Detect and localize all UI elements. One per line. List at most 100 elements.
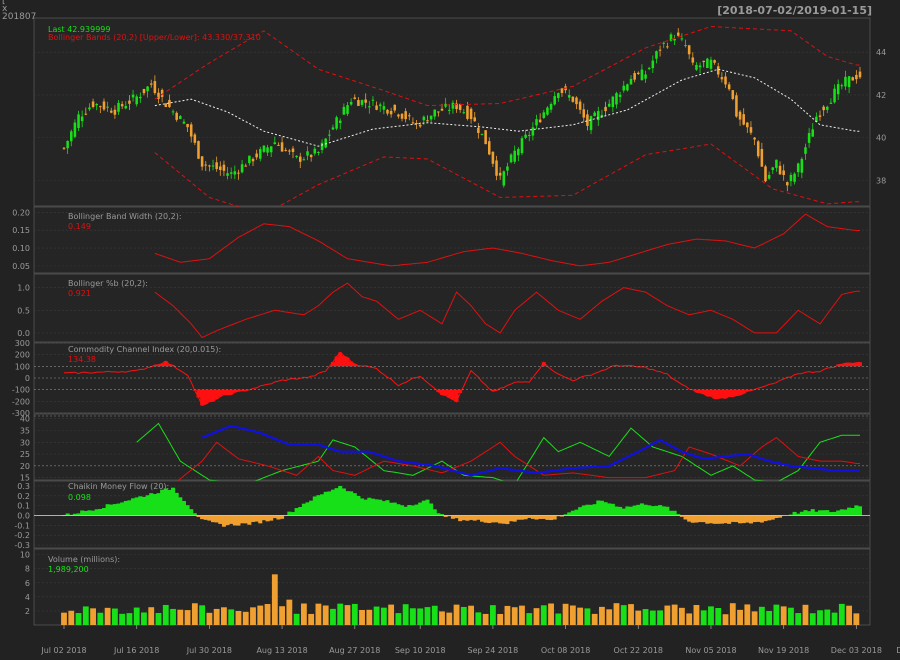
volume-bar [191, 603, 198, 625]
candle-body [815, 116, 818, 122]
volume-bar [293, 613, 300, 625]
cci-ytick-label: 100 [15, 362, 30, 371]
candle-body [640, 69, 644, 81]
volume-bar [221, 607, 227, 625]
volume-bar [453, 604, 460, 625]
candle-body [549, 104, 553, 110]
volume-bar [359, 609, 365, 625]
candle-body [193, 134, 197, 143]
candle-body [233, 171, 237, 175]
candle-body [811, 129, 815, 137]
candle-body [171, 111, 175, 113]
volume-bar [540, 605, 547, 625]
x-tick-label: Nov 19 2018 [758, 646, 809, 655]
candle-body [397, 114, 400, 117]
volume-bar [526, 613, 533, 625]
candle-body [469, 108, 473, 120]
candle-body [295, 155, 298, 158]
candle-body [368, 106, 371, 108]
volume-bar [133, 607, 140, 625]
volume-bar [104, 607, 111, 625]
candle-body [179, 116, 182, 120]
candle-body [237, 172, 240, 174]
candle-body [695, 64, 698, 70]
candle-body [77, 114, 80, 128]
cmf-ytick-label: -0.3 [14, 541, 30, 550]
volume-bar [555, 613, 562, 625]
candle-body [800, 158, 804, 173]
candle-body [706, 58, 709, 69]
volume-bar [177, 609, 184, 625]
candle-body [498, 172, 502, 176]
candle-body [88, 107, 91, 110]
candle-body [604, 106, 607, 112]
candle-body [182, 121, 186, 124]
cci-ytick-label: -100 [12, 386, 30, 395]
volume-bar [613, 603, 620, 625]
candle-body [622, 85, 626, 91]
candle-body [149, 83, 153, 85]
volume-bar [300, 603, 307, 625]
volume-bar [271, 574, 278, 625]
volume-bar [431, 605, 438, 625]
volume-bar [344, 605, 351, 625]
x-tick-label: Nov 05 2018 [685, 646, 736, 655]
bollinger-middle-line [154, 68, 860, 147]
volume-bar [213, 608, 220, 625]
pctb-panel [33, 273, 871, 343]
candle-body [153, 81, 157, 94]
candle-body [546, 107, 549, 115]
candle-body [691, 57, 695, 63]
candle-body [487, 141, 491, 155]
volume-bar [649, 610, 656, 625]
x-tick-label: Oct 08 2018 [541, 646, 590, 655]
candle-body [255, 153, 258, 158]
price-ytick-label: 40 [876, 134, 886, 143]
volume-bar [366, 609, 373, 625]
volume-bar [126, 613, 133, 625]
candle-body [62, 147, 66, 149]
candle-body [342, 106, 346, 115]
candle-body [702, 60, 705, 63]
volume-bar [410, 608, 416, 625]
candle-body [538, 119, 542, 123]
candle-body [684, 45, 687, 47]
candle-body [139, 96, 142, 99]
pctb-value: 0.921 [68, 289, 91, 298]
volume-bar [388, 604, 395, 625]
candle-body [651, 60, 655, 69]
volume-bar [170, 608, 176, 625]
candle-body [473, 117, 476, 122]
candle-body [506, 166, 509, 171]
candle-body [858, 71, 862, 78]
volume-bar [279, 606, 285, 625]
candle-body [796, 163, 800, 173]
candle-body [778, 165, 782, 175]
candle-body [160, 89, 164, 97]
candle-body [676, 32, 680, 36]
candle-body [277, 144, 280, 146]
pctb-legend: Bollinger %b (20,2): [68, 279, 148, 288]
candle-body [655, 51, 658, 59]
candle-body [597, 111, 600, 121]
volume-bar [751, 611, 758, 625]
candle-body [647, 67, 651, 70]
candle-body [389, 110, 393, 115]
candle-body [742, 114, 745, 125]
candle-body [440, 108, 444, 111]
candle-body [644, 74, 647, 79]
candle-body [495, 160, 498, 176]
volume-value: 1,989,200 [48, 565, 89, 574]
candle-body [589, 116, 593, 131]
candle-body [309, 154, 313, 158]
dmi-panel [33, 413, 871, 481]
candle-body [466, 105, 469, 119]
dmi-ytick-label: 25 [20, 450, 30, 459]
price-panel [33, 17, 871, 207]
candle-body [520, 138, 524, 154]
candle-body [575, 97, 578, 105]
candle-body [284, 149, 287, 151]
volume-bar [722, 614, 729, 625]
volume-bar [228, 609, 235, 625]
volume-bar [708, 606, 714, 625]
